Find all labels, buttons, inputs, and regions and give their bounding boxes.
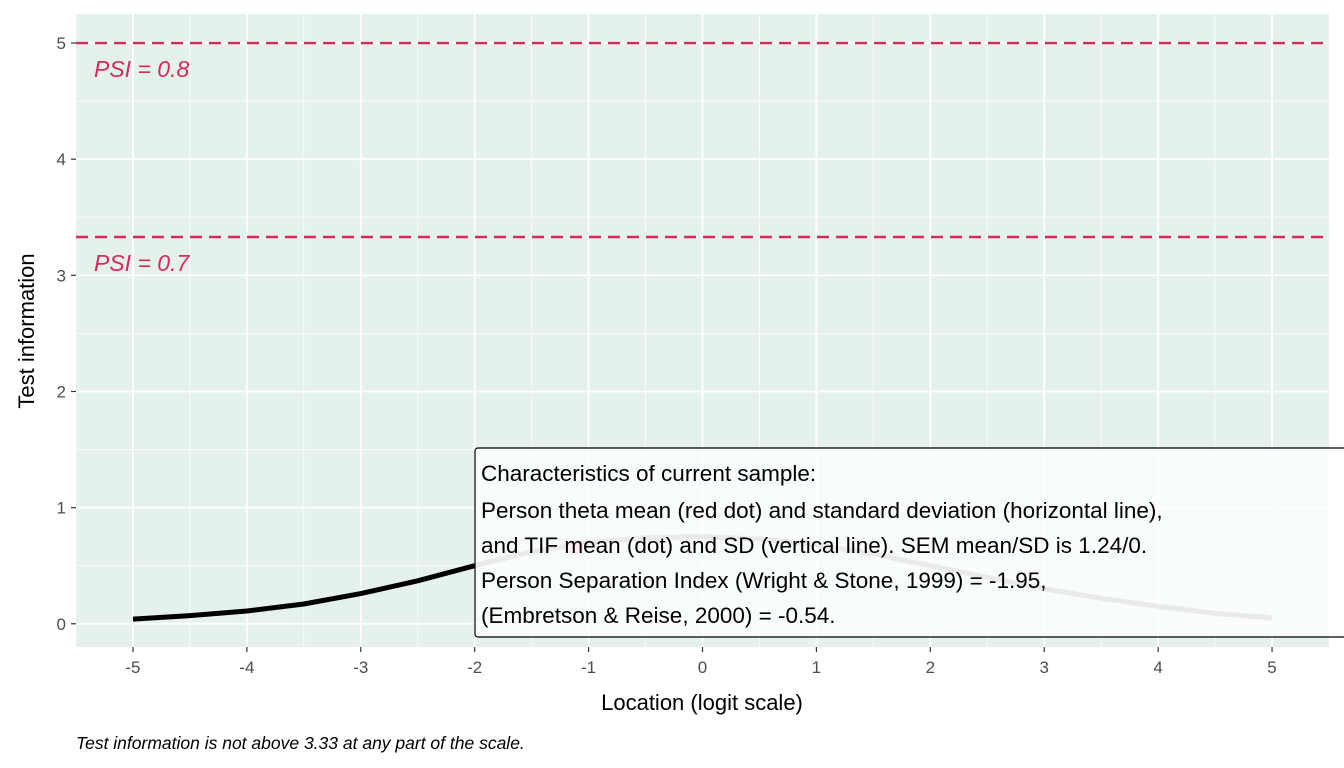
y-axis-title: Test information: [14, 253, 39, 408]
x-tick-label: -1: [581, 658, 596, 677]
x-tick-label: 5: [1267, 658, 1276, 677]
y-tick-label: 2: [57, 382, 66, 401]
reference-lines: PSI = 0.7 PSI = 0.8: [76, 41, 1329, 276]
x-tick-label: 3: [1039, 658, 1048, 677]
y-tick-label: 4: [57, 150, 66, 169]
y-tick-label: 0: [57, 615, 66, 634]
x-tick-label: -4: [239, 658, 254, 677]
y-axis: 0 1 2 3 4 5: [57, 34, 76, 634]
y-tick-label: 3: [57, 266, 66, 285]
y-tick-label: 5: [57, 34, 66, 53]
x-tick-label: -3: [353, 658, 368, 677]
annotation-line-5: (Embretson & Reise, 2000) = -0.54.: [481, 603, 836, 628]
curve-segment: [132, 563, 476, 622]
y-tick-label: 1: [57, 499, 66, 518]
x-axis-title: Location (logit scale): [601, 690, 803, 715]
annotation-box: [474, 447, 1344, 638]
annotation: Characteristics of current sample: Perso…: [474, 447, 1344, 638]
annotation-line-1: Characteristics of current sample:: [481, 461, 816, 486]
x-tick-label: 0: [698, 658, 707, 677]
x-tick-label: -2: [467, 658, 482, 677]
annotation-line-4: Person Separation Index (Wright & Stone,…: [481, 568, 1047, 593]
annotation-line-3: and TIF mean (dot) and SD (vertical line…: [481, 533, 1147, 558]
x-tick-label: 1: [812, 658, 821, 677]
annotation-line-2: Person theta mean (red dot) and standard…: [481, 498, 1163, 523]
x-axis: -5 -4 -3 -2 -1 0 1 2 3 4 5: [125, 647, 1277, 677]
caption: Test information is not above 3.33 at an…: [76, 733, 525, 753]
x-tick-label: 2: [926, 658, 935, 677]
reference-line-label: PSI = 0.7: [94, 250, 190, 276]
x-tick-label: -5: [125, 658, 140, 677]
x-tick-label: 4: [1153, 658, 1162, 677]
reference-line-label: PSI = 0.8: [94, 56, 189, 82]
